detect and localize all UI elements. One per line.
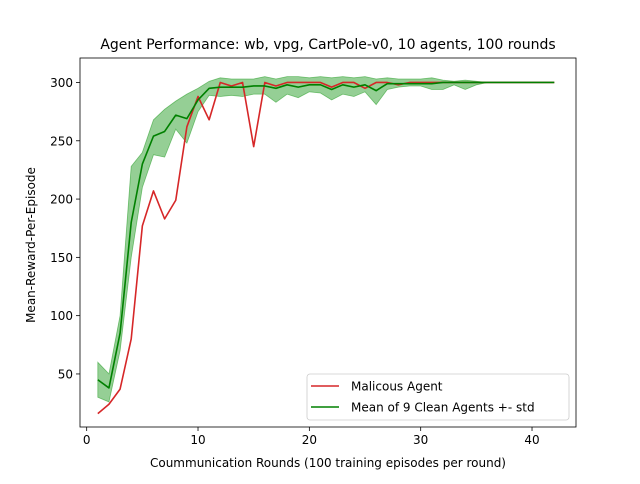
x-tick-label: 20 (302, 433, 317, 447)
plot-area (97, 76, 555, 415)
x-axis-label: Coummunication Rounds (100 training epis… (150, 456, 506, 470)
plot-frame (79, 57, 577, 428)
y-tick-label: 300 (50, 76, 73, 90)
legend-entry-label: Malicous Agent (351, 380, 443, 394)
y-tick-label: 250 (50, 134, 73, 148)
y-axis: 50 100 150 200 250 300 (50, 76, 80, 381)
y-tick-label: 100 (50, 309, 73, 323)
x-axis: 0 10 20 30 40 (83, 427, 540, 447)
x-tick-label: 0 (83, 433, 91, 447)
legend-box (306, 373, 570, 421)
x-tick-label: 10 (190, 433, 205, 447)
y-tick-label: 200 (50, 193, 73, 207)
x-tick-label: 40 (524, 433, 539, 447)
y-axis-label: Mean-Reward-Per-Episode (24, 167, 38, 323)
chart-title: Agent Performance: wb, vpg, CartPole-v0,… (100, 37, 555, 53)
x-tick-label: 30 (413, 433, 428, 447)
y-tick-label: 50 (58, 367, 73, 381)
y-tick-label: 150 (50, 251, 73, 265)
legend: Malicous Agent Mean of 9 Clean Agents +- … (306, 373, 570, 421)
legend-entry-label: Mean of 9 Clean Agents +- std (351, 401, 535, 415)
series-line-clean-agents-mean (97, 81, 555, 389)
